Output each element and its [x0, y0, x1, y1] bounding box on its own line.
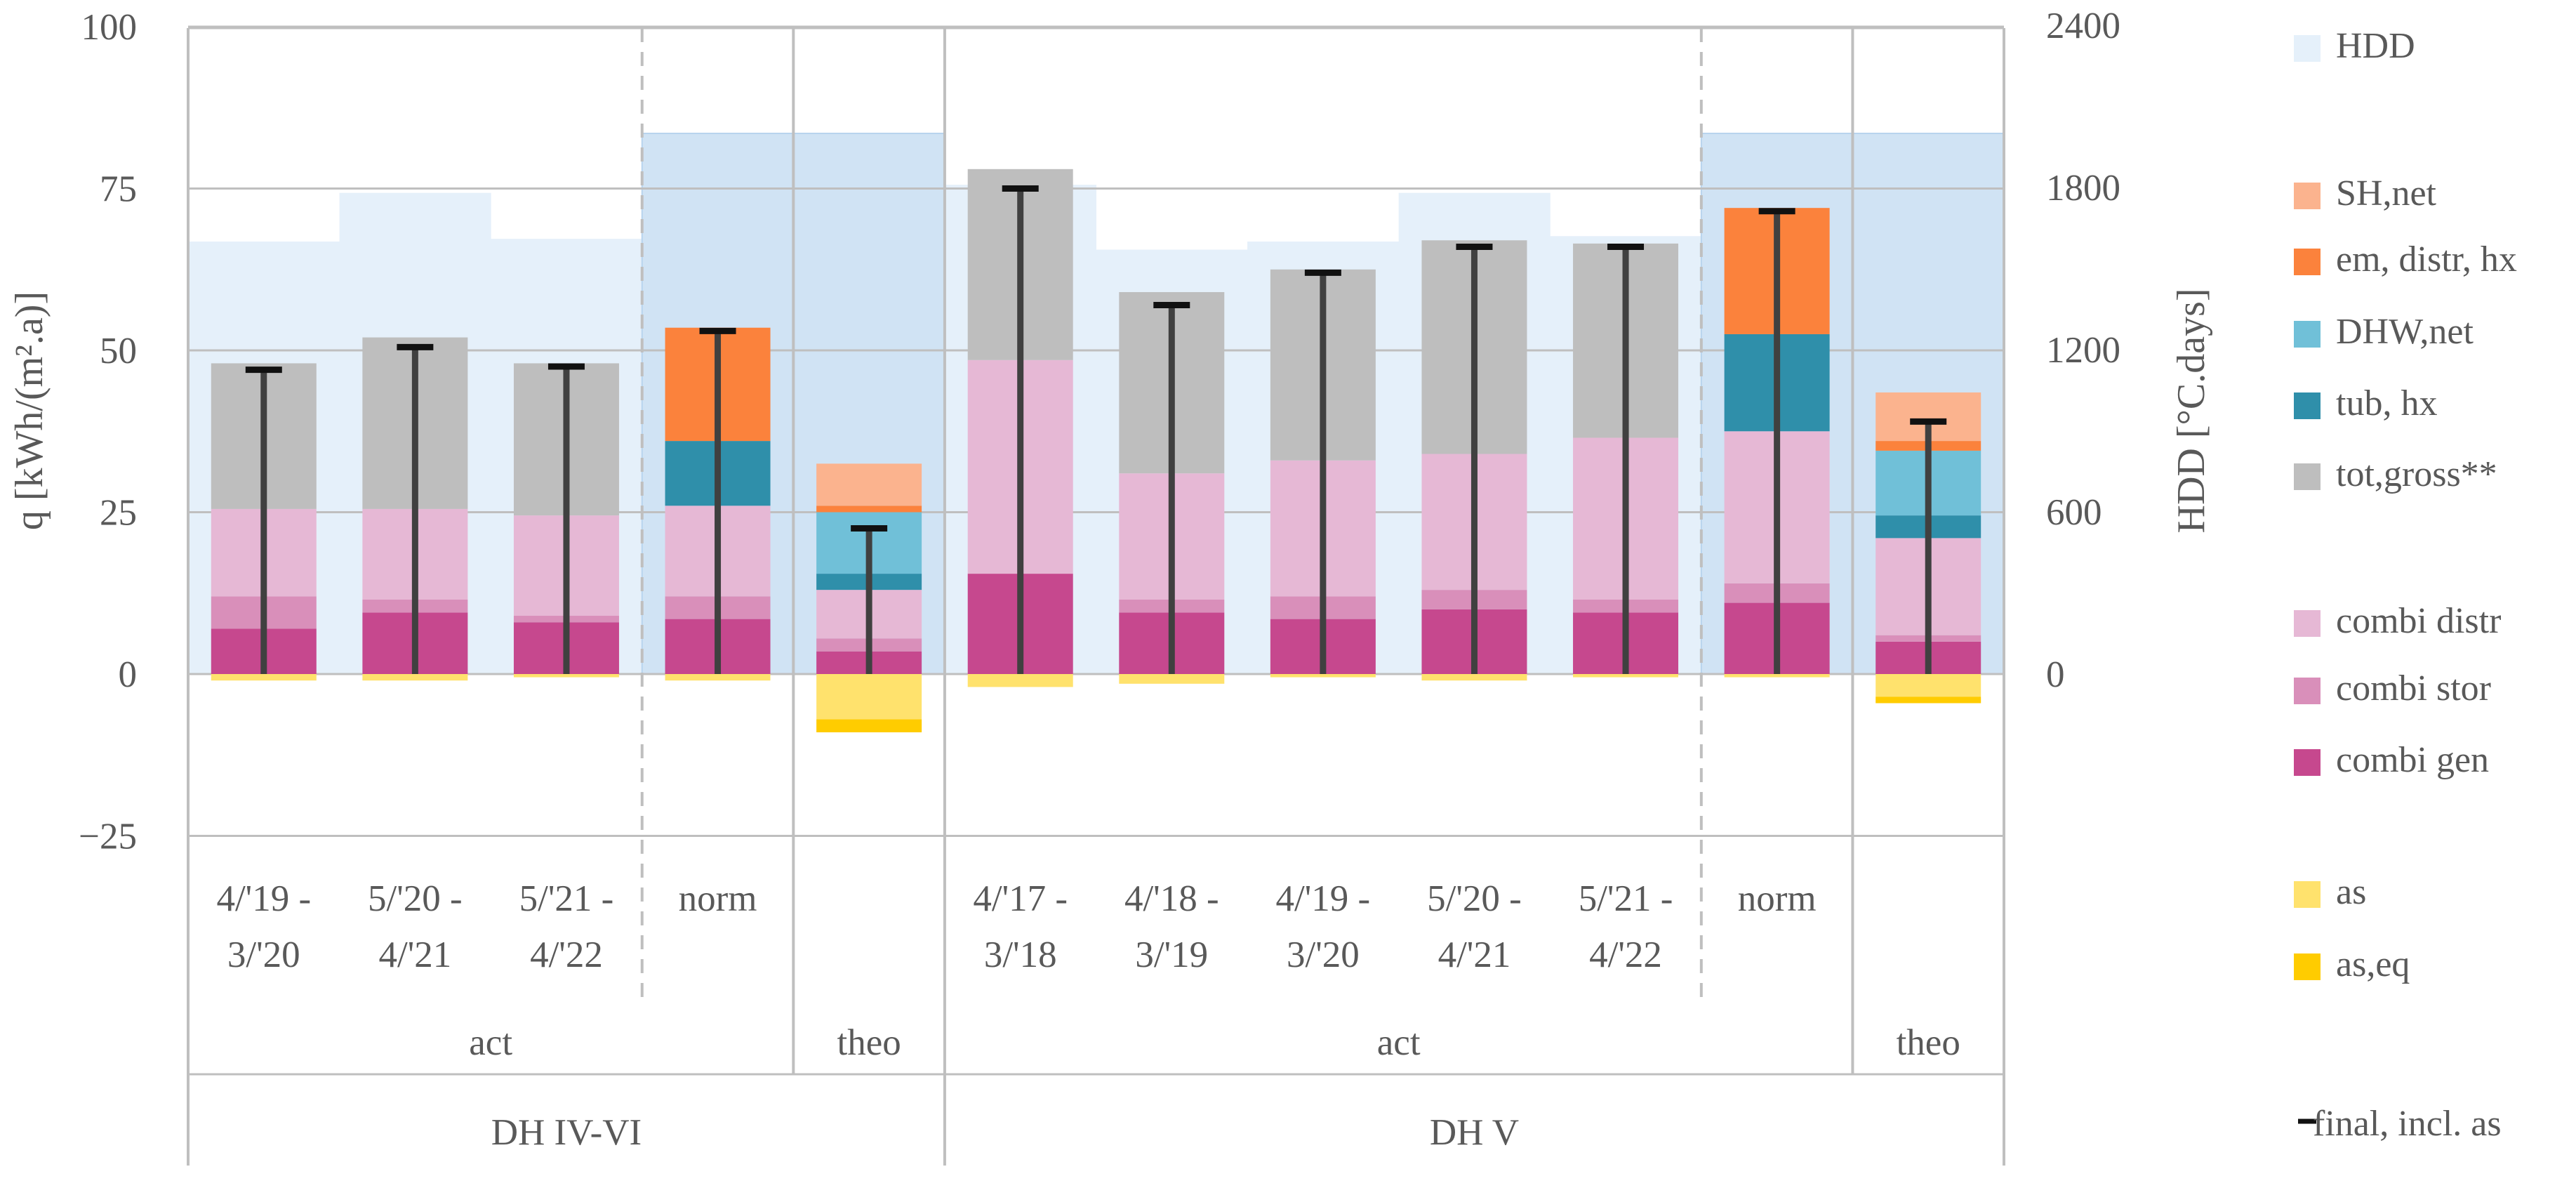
bar-segment-as [1119, 674, 1225, 684]
y-tick-label: 100 [81, 7, 138, 48]
category-label: 3/'20 [227, 935, 300, 975]
legend-label: combi gen [2336, 740, 2489, 780]
category-label: 4/'19 - [1276, 878, 1371, 919]
bar-segment-as [513, 674, 619, 678]
bar-segment-SH-net [816, 463, 922, 506]
group-label: DH IV-VI [491, 1112, 642, 1153]
axes-layer [187, 27, 2005, 1166]
category-label: 4/'18 - [1124, 878, 1219, 919]
legend-swatch-combi-gen [2294, 749, 2321, 776]
category-label: 4/'19 - [216, 878, 311, 919]
legend-swatch-HDD-light [2294, 35, 2321, 62]
subgroup-label: theo [837, 1022, 901, 1063]
y-tick-label: 75 [100, 169, 137, 210]
bar-segment-as [816, 674, 922, 720]
bar-segment-as [1875, 674, 1981, 697]
category-label: 3/'19 [1135, 935, 1208, 975]
bar-segment-as [1421, 674, 1527, 681]
bars-layer [211, 169, 1981, 732]
y-tick-label: 50 [100, 331, 137, 371]
y2-tick-label: 1800 [2046, 168, 2120, 209]
bar-segment-as [211, 674, 317, 681]
legend-swatch-as [2294, 881, 2321, 908]
category-label: 5/'20 - [1427, 878, 1522, 919]
bar-segment-as [665, 674, 771, 681]
category-label: 4/'22 [1589, 935, 1662, 975]
legend-label: DHW,net [2336, 312, 2474, 352]
bar-segment-as-eq [816, 719, 922, 732]
legend-label: SH,net [2336, 173, 2437, 213]
bar-segment-as [967, 674, 1073, 687]
bar-segment-as [1573, 674, 1679, 678]
group-label: DH V [1430, 1112, 1519, 1153]
category-label: 3/'18 [984, 935, 1057, 975]
legend-swatch-combi-distr [2294, 610, 2321, 637]
y-tick-label: 25 [100, 493, 137, 534]
y-tick-label: 0 [119, 654, 138, 695]
category-label: 4/'21 [1438, 935, 1511, 975]
bar-segment-as-eq [1875, 697, 1981, 704]
bar-segment-as [1724, 674, 1830, 678]
y2-tick-label: 600 [2046, 492, 2102, 533]
bar-segment-as [1270, 674, 1376, 678]
category-label: norm [679, 878, 757, 919]
bar-segment-SH-gap [816, 506, 922, 513]
gridlines [188, 25, 2004, 837]
legend-swatch-em-distr-hx [2294, 249, 2321, 275]
y2-axis-title: HDD [°C.days] [2170, 288, 2213, 533]
legend-label: tot,gross** [2336, 454, 2497, 494]
legend-swatch-as-eq [2294, 953, 2321, 980]
subgroup-label: act [1377, 1022, 1421, 1063]
subgroup-label: theo [1897, 1022, 1960, 1063]
legend-label: final, incl. as [2313, 1104, 2502, 1144]
category-label: 5/'20 - [368, 878, 463, 919]
bar-segment-as [362, 674, 468, 681]
legend-swatch-SH-net [2294, 183, 2321, 209]
legend-swatch-combi-stor [2294, 678, 2321, 704]
legend-swatch-tot-gross [2294, 463, 2321, 490]
legend-label: tub, hx [2336, 383, 2437, 423]
legend: HDD SH,net em, distr, hx DHW,net tub, hx tot,… [2294, 26, 2517, 1144]
y2-tick-label: 1200 [2046, 330, 2120, 371]
legend-label: HDD [2336, 26, 2415, 66]
legend-swatch-tub-hx [2294, 392, 2321, 419]
y-tick-label: −25 [79, 817, 137, 857]
category-label: 5/'21 - [519, 878, 614, 919]
legend-label: combi distr [2336, 601, 2501, 641]
legend-swatch-DHW-net [2294, 321, 2321, 348]
category-label: 5/'21 - [1579, 878, 1673, 919]
category-label: 4/'21 [378, 935, 451, 975]
legend-label: as,eq [2336, 944, 2410, 984]
y-axis-title: q [kWh/(m².a)] [8, 291, 51, 530]
labels-layer: 100 75 50 25 0 −25 2400 1800 1200 600 0 q [kWh/(m².… [8, 6, 2213, 1153]
category-label: 4/'17 - [973, 878, 1068, 919]
legend-label: as [2336, 872, 2366, 912]
category-label: 3/'20 [1287, 935, 1360, 975]
y2-tick-label: 2400 [2046, 6, 2120, 46]
y2-tick-label: 0 [2046, 654, 2065, 695]
subgroup-label: act [469, 1022, 512, 1063]
category-label: 4/'22 [530, 935, 603, 975]
legend-label: combi stor [2336, 668, 2491, 708]
category-label: norm [1738, 878, 1817, 919]
legend-label: em, distr, hx [2336, 239, 2517, 279]
